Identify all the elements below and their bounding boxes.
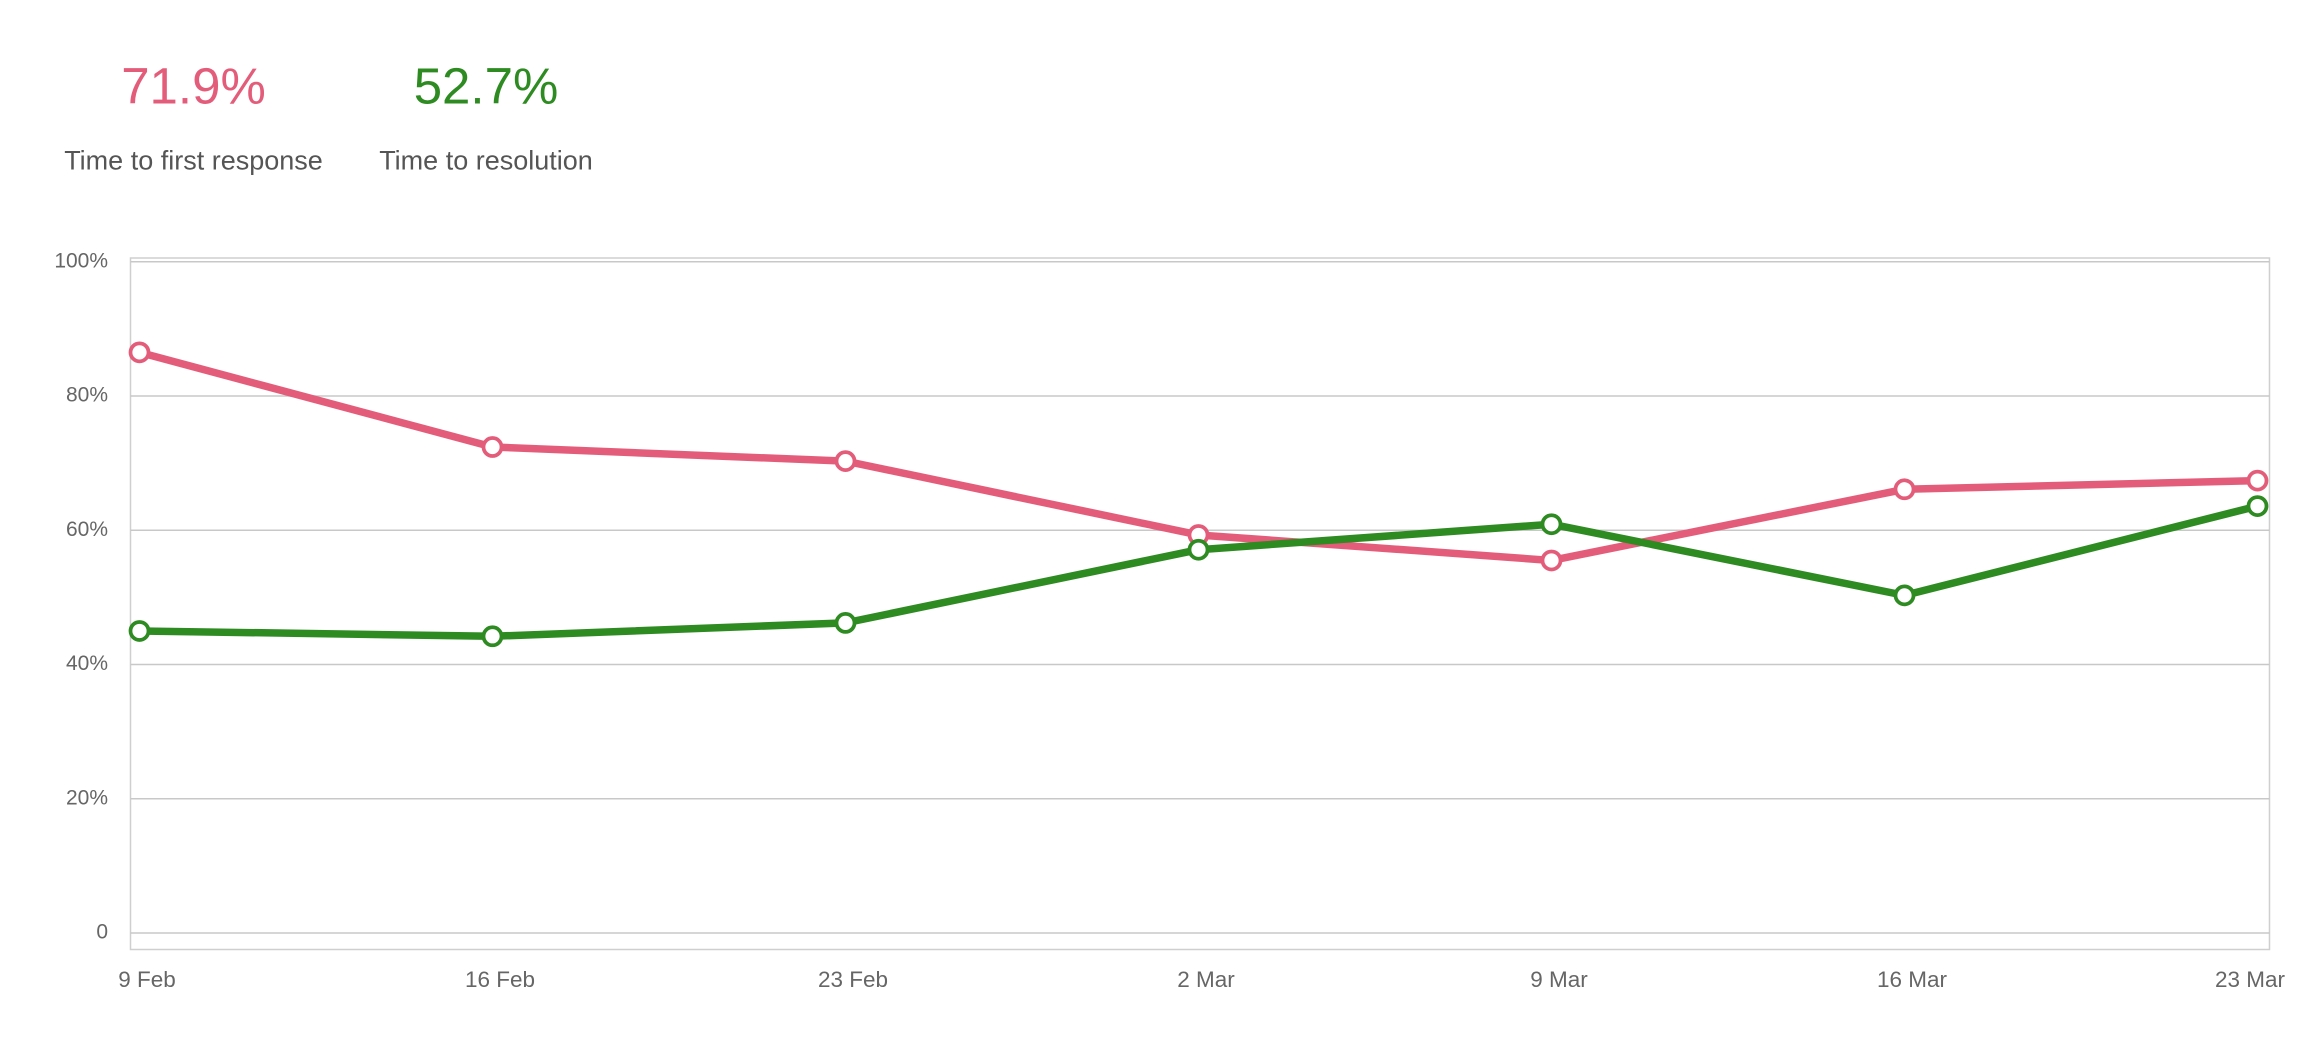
x-tick-label: 16 Mar (1877, 967, 1947, 992)
y-tick-label: 60% (66, 518, 108, 541)
data-point (128, 341, 151, 364)
kpi-card: 52.7% Time to resolution (336, 57, 636, 207)
y-tick-label: 100% (54, 249, 108, 272)
x-tick-label: 9 Feb (118, 967, 176, 992)
y-tick-label: 40% (66, 652, 108, 675)
data-point (481, 625, 504, 648)
data-point (128, 620, 151, 642)
data-point (1187, 538, 1210, 561)
data-point (2246, 495, 2269, 517)
kpi-card: 71.9% Time to first response (43, 57, 343, 207)
y-tick-label: 20% (66, 786, 108, 809)
legend-label: Time to first response (64, 145, 323, 176)
y-tick-label: 80% (66, 384, 108, 407)
data-point (1893, 584, 1916, 607)
kpi-value: 71.9% (121, 58, 266, 116)
kpi: 71.9% Time to first response (43, 57, 343, 207)
data-point (1540, 513, 1563, 536)
x-tick-label: 2 Mar (1177, 967, 1235, 992)
data-point (1893, 478, 1916, 501)
data-point (834, 450, 857, 472)
data-point (481, 436, 504, 458)
data-point (2246, 469, 2269, 492)
x-tick-label: 16 Feb (465, 967, 535, 992)
data-point (1540, 549, 1563, 572)
x-tick-label: 9 Mar (1530, 967, 1588, 992)
x-tick-label: 23 Mar (2215, 967, 2285, 992)
y-tick-label: 0 (96, 921, 108, 944)
x-tick-label: 23 Feb (818, 967, 888, 992)
kpi: 52.7% Time to resolution (336, 57, 636, 207)
data-point (834, 612, 857, 634)
kpi-value: 52.7% (413, 58, 559, 116)
plot-frame (129, 257, 2271, 951)
legend-label: Time to resolution (379, 145, 593, 176)
